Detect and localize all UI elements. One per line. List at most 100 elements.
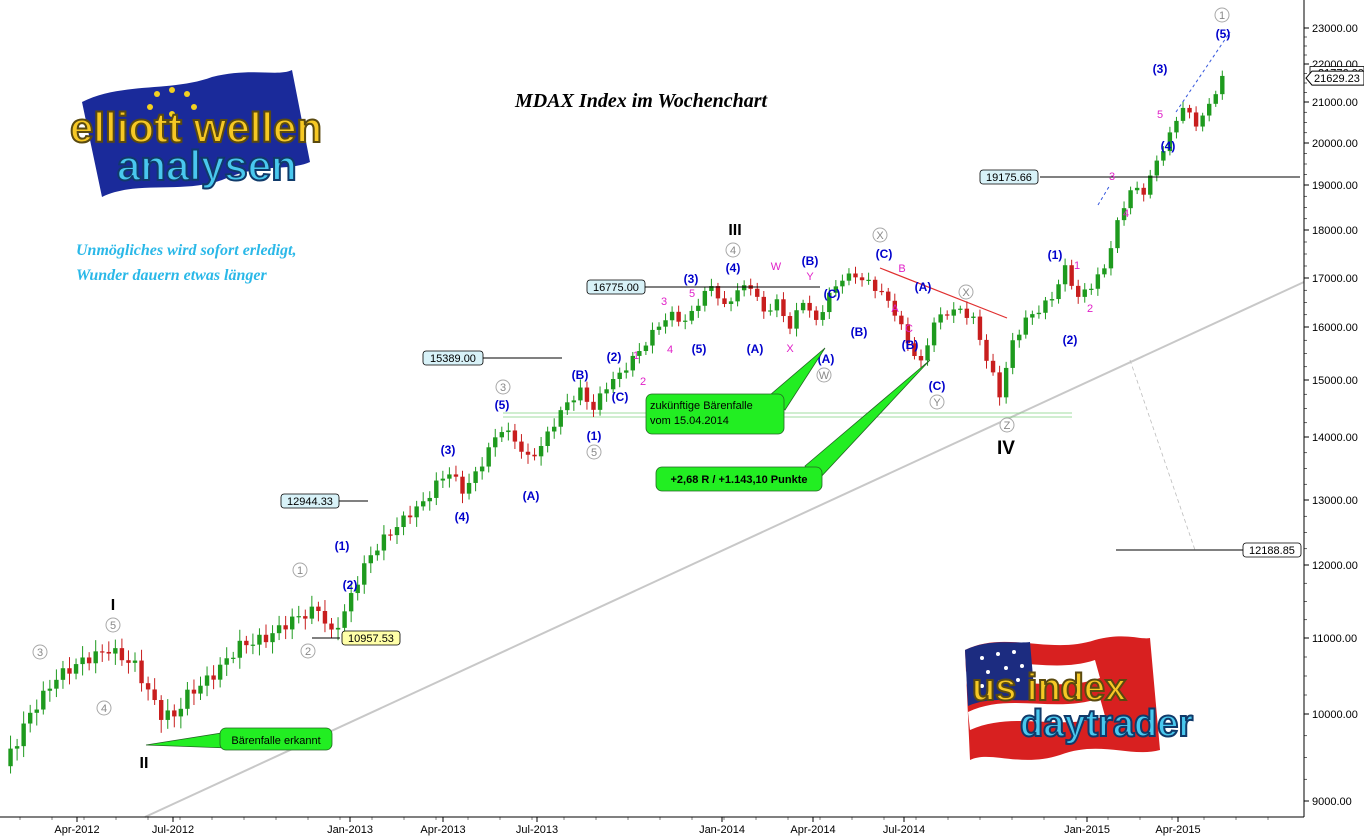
candle-body: [421, 501, 426, 507]
wave-circle: [725, 242, 741, 258]
wave-circle: [586, 444, 602, 460]
candle-body: [637, 351, 642, 356]
candle-body: [1043, 300, 1048, 313]
candle-body: [794, 310, 799, 329]
candle-body: [132, 660, 138, 663]
candle-body: [73, 664, 79, 674]
wave-label: III: [728, 222, 741, 239]
wave-label: (B): [851, 325, 868, 339]
candle-body: [597, 393, 603, 410]
candle-body: [1148, 175, 1153, 195]
candle-body: [545, 431, 550, 446]
time-tick-label: Apr-2015: [1155, 824, 1200, 836]
price-tick-label: 21000.00: [1312, 97, 1358, 109]
candle-body: [368, 555, 373, 564]
candle-body: [447, 474, 452, 479]
price-tick-label: 11000.00: [1312, 633, 1357, 645]
candle-body: [165, 710, 170, 720]
price-tick-label: 19000.00: [1312, 180, 1358, 192]
wave-label: (5): [495, 398, 510, 412]
candle-body: [322, 610, 328, 624]
level-box: [422, 350, 484, 366]
candle-body: [100, 651, 105, 653]
candle-body: [827, 292, 832, 313]
candle-body: [886, 291, 891, 301]
candle-body: [407, 515, 413, 518]
long-trendline: [144, 281, 1305, 818]
candle-body: [663, 320, 668, 327]
candle-body: [1161, 151, 1166, 161]
candle-body: [807, 302, 812, 311]
candles: [8, 70, 1225, 774]
candle-body: [971, 316, 976, 318]
candle-body: [676, 311, 681, 322]
wave-label: (A): [747, 342, 764, 356]
candle-body: [1115, 220, 1120, 249]
wave-label: (C): [876, 247, 893, 261]
candle-body: [145, 683, 151, 690]
candle-body: [1174, 120, 1179, 133]
candle-body: [859, 277, 865, 281]
wave-label: 1: [1074, 260, 1080, 272]
candle-body: [434, 480, 439, 498]
candle-body: [741, 285, 747, 291]
price-tick-label: 12000.00: [1312, 560, 1358, 572]
callout-box: [219, 727, 333, 751]
candle-body: [768, 310, 773, 312]
wave-label: (C): [612, 390, 629, 404]
wave-label: (3): [441, 443, 456, 457]
candle-body: [820, 312, 825, 320]
wave-label: (5): [692, 342, 707, 356]
candle-body: [1193, 112, 1199, 127]
candle-body: [525, 451, 531, 455]
candle-body: [1141, 187, 1146, 195]
candle-body: [224, 658, 229, 665]
candle-body: [335, 627, 341, 630]
price-tick-label: 13000.00: [1312, 495, 1358, 507]
time-axis: Apr-2012 Jul-2012 Jan-2013 Apr-2013 Jul-2013…: [0, 816, 1304, 836]
candle-body: [997, 372, 1002, 398]
wave-label: W: [771, 261, 782, 273]
candle-body: [938, 314, 943, 323]
candle-body: [178, 708, 184, 717]
candle-body: [866, 279, 871, 281]
time-tick-label: Jan-2013: [327, 824, 373, 836]
wave-label: (A): [523, 489, 540, 503]
wave-label: 2: [640, 376, 646, 388]
chart-title: MDAX Index im Wochenchart: [515, 90, 768, 112]
candle-body: [67, 668, 72, 674]
time-tick-label: Apr-2013: [420, 824, 465, 836]
us-index-daytrader-logo: us index daytrader: [965, 636, 1194, 760]
wave-circled-label: 3: [500, 382, 506, 394]
callout-text: Bärenfalle erkannt: [231, 735, 320, 747]
candle-body: [650, 329, 655, 346]
candle-body: [47, 688, 53, 691]
candle-body: [918, 356, 924, 361]
candle-body: [348, 593, 354, 612]
level-box: [979, 169, 1039, 185]
wave-label: A: [891, 303, 899, 315]
candle-body: [28, 712, 33, 724]
candle-body: [565, 402, 570, 411]
candle-body: [8, 748, 13, 767]
candle-body: [1108, 248, 1114, 269]
wave-circled-label: 5: [110, 620, 116, 632]
elliott-wellen-logo: elliott wellen analysen: [69, 70, 323, 197]
wave-label: (2): [1063, 333, 1078, 347]
wave-circled-label: 4: [101, 703, 107, 715]
candle-body: [54, 679, 59, 689]
wave-label: C: [905, 323, 913, 335]
candle-body: [119, 648, 125, 661]
wave-label: X: [786, 343, 794, 355]
candle-body: [722, 298, 727, 304]
last-price-label: 21629.23: [1314, 73, 1360, 85]
callout-text: vom 15.04.2014: [650, 415, 729, 427]
wave-label: (3): [1153, 62, 1168, 76]
candle-body: [1095, 274, 1101, 289]
wave-circle: [958, 284, 974, 300]
logo-text-bottom: daytrader: [1020, 703, 1193, 745]
candle-body: [250, 644, 256, 646]
wave-circled-label: 3: [37, 647, 43, 659]
price-tick-label: 9000.00: [1312, 796, 1352, 808]
candle-body: [630, 355, 635, 371]
